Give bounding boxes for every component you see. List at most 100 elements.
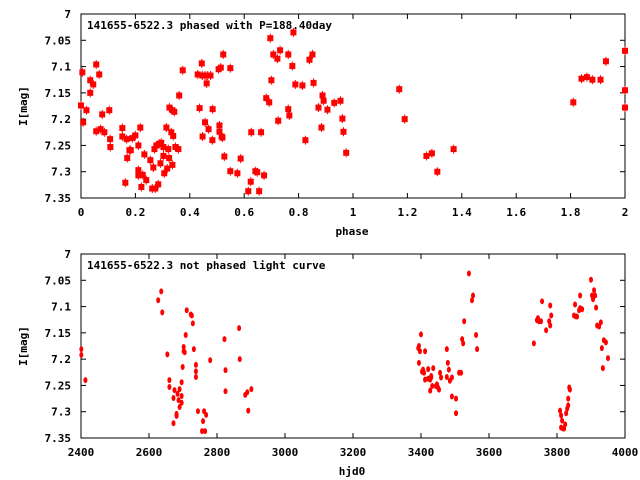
data-point [177, 386, 182, 393]
data-point [470, 297, 474, 304]
data-point [167, 384, 172, 391]
data-point [548, 322, 553, 329]
data-point [430, 382, 435, 389]
data-point [544, 327, 549, 334]
y-tick-label: 7.25 [45, 139, 72, 152]
y-tick-label: 7.2 [51, 113, 71, 126]
data-point [475, 346, 480, 353]
data-point [422, 369, 427, 376]
x-axis-label: phase [335, 225, 368, 238]
x-tick-label: 3200 [340, 446, 367, 459]
y-tick-label: 7.05 [45, 274, 72, 287]
y-tick-label: 7.3 [51, 166, 71, 179]
data-point [462, 318, 467, 325]
data-point [79, 346, 84, 353]
data-point [445, 359, 450, 366]
data-point [79, 351, 84, 358]
y-axis-label: I[mag] [17, 326, 30, 366]
data-point [603, 339, 608, 346]
x-tick-label: 1 [350, 206, 357, 219]
data-point [461, 340, 466, 347]
data-point [189, 312, 194, 319]
data-point [223, 388, 228, 395]
data-point [564, 410, 569, 417]
data-point [416, 343, 421, 349]
y-axis-label: I[mag] [17, 86, 30, 126]
data-point [444, 346, 449, 353]
data-point [578, 292, 583, 299]
data-point [179, 379, 184, 386]
x-tick-label: 0.2 [125, 206, 145, 219]
data-point [559, 412, 564, 419]
data-point [201, 418, 206, 425]
data-point [160, 309, 165, 316]
data-point [417, 348, 422, 355]
data-point [439, 374, 444, 381]
x-tick-label: 1.6 [506, 206, 526, 219]
data-point [237, 325, 242, 332]
data-point [182, 349, 187, 356]
data-point [177, 403, 182, 410]
data-point [172, 387, 177, 394]
data-point [204, 411, 209, 418]
data-point [416, 359, 421, 366]
data-point [594, 304, 599, 311]
x-tick-label: 2400 [68, 446, 95, 459]
x-tick-label: 0 [78, 206, 85, 219]
data-point [208, 357, 213, 364]
x-tick-label: 1.4 [452, 206, 472, 219]
x-tick-label: 0.6 [234, 206, 254, 219]
data-point [548, 302, 553, 309]
data-point [171, 395, 176, 402]
y-tick-label: 7.1 [51, 61, 71, 74]
y-tick-label: 7.35 [45, 192, 72, 205]
x-axis-label: hjd0 [339, 465, 366, 478]
data-point [563, 421, 568, 428]
data-point [567, 386, 572, 393]
data-point [438, 369, 443, 376]
data-point [159, 288, 164, 295]
data-point [83, 377, 88, 384]
data-point [449, 393, 454, 400]
y-tick-label: 7.15 [45, 87, 72, 100]
phased-light-curve-panel: 141655-6522.3 phased with P=188.40day ph… [17, 8, 628, 238]
x-tick-label: 4000 [612, 446, 639, 459]
data-point [531, 340, 536, 347]
data-point [459, 369, 464, 376]
data-point [474, 331, 479, 338]
x-tick-label: 0.4 [180, 206, 200, 219]
chart-title: 141655-6522.3 phased with P=188.40day [87, 19, 332, 32]
x-tick-label: 2600 [136, 446, 163, 459]
y-tick-label: 7 [64, 8, 71, 21]
data-point [449, 374, 454, 381]
data-point [560, 417, 565, 424]
data-point [539, 318, 544, 325]
x-tick-label: 0.8 [289, 206, 309, 219]
data-point [429, 374, 434, 381]
data-point [593, 292, 598, 299]
data-point [223, 367, 228, 374]
data-point [419, 331, 423, 338]
data-point [566, 395, 571, 402]
data-point [471, 292, 476, 299]
y-tick-label: 7 [64, 248, 71, 261]
data-point [165, 351, 170, 358]
data-point [423, 376, 428, 383]
chart-title: 141655-6522.3 not phased light curve [87, 259, 326, 272]
data-point [193, 374, 198, 381]
data-point [175, 390, 180, 397]
data-point [466, 270, 471, 277]
data-point [540, 298, 545, 305]
data-point [437, 386, 442, 393]
data-point [592, 287, 597, 294]
data-point [598, 319, 603, 326]
data-point [245, 389, 250, 396]
data-point [426, 366, 431, 373]
data-point [179, 399, 184, 406]
x-tick-label: 3600 [476, 446, 503, 459]
data-point [606, 355, 610, 362]
data-point [428, 387, 433, 394]
y-tick-label: 7.15 [45, 327, 72, 340]
data-point [174, 412, 179, 419]
